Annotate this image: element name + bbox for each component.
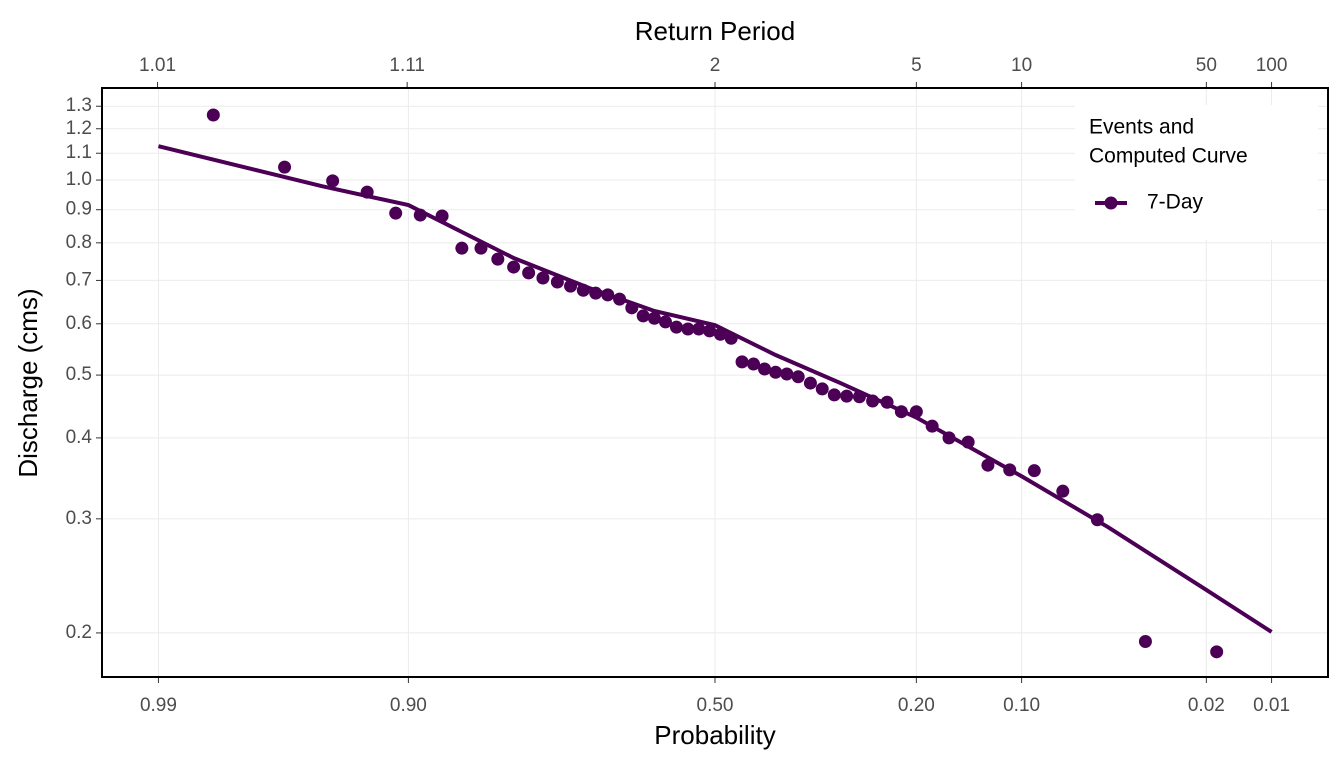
data-point: [360, 185, 374, 199]
x-tick-label: 0.02: [1188, 695, 1225, 716]
data-point: [866, 394, 880, 408]
data-point: [625, 301, 639, 315]
data-point: [658, 315, 672, 329]
data-point: [791, 370, 805, 384]
y-tick-label: 0.9: [66, 199, 92, 220]
data-point: [840, 389, 854, 403]
data-point: [278, 160, 292, 174]
data-point: [713, 327, 727, 341]
y-tick-label: 0.6: [66, 313, 92, 334]
legend-title: Computed Curve: [1089, 145, 1248, 168]
data-point: [1027, 464, 1041, 478]
data-point: [435, 209, 449, 223]
data-point: [550, 275, 564, 289]
x2-tick-label: 1.01: [139, 55, 176, 76]
x2-tick-label: 10: [1011, 55, 1032, 76]
data-point: [780, 367, 794, 381]
y-tick-label: 0.7: [66, 269, 92, 290]
x-tick-label: 0.50: [697, 695, 734, 716]
data-point: [206, 108, 220, 122]
data-point: [589, 286, 603, 300]
legend-title: Events and: [1089, 116, 1194, 139]
x2-tick-label: 5: [911, 55, 922, 76]
x-tick-label: 0.20: [898, 695, 935, 716]
data-point: [880, 395, 894, 409]
data-point: [703, 324, 717, 338]
data-point: [491, 252, 505, 266]
data-point: [803, 376, 817, 390]
panel-border: [101, 87, 1329, 678]
data-point: [1003, 463, 1017, 477]
x-tick-label: 0.99: [140, 695, 177, 716]
data-point: [326, 174, 340, 188]
legend-marker: [1104, 196, 1118, 210]
y-tick-label: 0.4: [66, 427, 93, 448]
x2-tick-label: 1.11: [389, 55, 425, 76]
data-point: [981, 458, 995, 472]
data-point: [389, 206, 403, 220]
y-tick-label: 1.2: [66, 118, 92, 139]
x-tick-label: 0.01: [1253, 695, 1290, 716]
data-point: [1056, 484, 1070, 498]
data-point: [747, 357, 761, 371]
data-point: [601, 288, 615, 302]
data-point: [576, 283, 590, 297]
data-point: [413, 208, 427, 222]
data-point: [647, 311, 661, 325]
data-point: [507, 260, 521, 274]
data-point: [827, 388, 841, 402]
data-point: [564, 279, 578, 293]
data-point: [735, 355, 749, 369]
data-point: [815, 382, 829, 396]
data-point: [692, 322, 706, 336]
data-point: [942, 431, 956, 445]
data-point: [758, 362, 772, 376]
data-point: [681, 322, 695, 336]
y-tick-label: 0.3: [66, 508, 92, 529]
data-point: [769, 365, 783, 379]
chart-title: Return Period: [635, 16, 795, 46]
x-tick-label: 0.90: [390, 695, 427, 716]
data-point: [724, 331, 738, 345]
data-point: [894, 405, 908, 419]
y-tick-label: 1.3: [66, 95, 92, 116]
data-point: [925, 419, 939, 433]
legend-box: [1075, 105, 1318, 240]
data-point: [613, 292, 627, 306]
data-point: [536, 271, 550, 285]
y-tick-label: 0.5: [66, 364, 92, 385]
y-tick-label: 0.8: [66, 232, 92, 253]
data-point: [636, 309, 650, 323]
data-point: [909, 405, 923, 419]
x-axis-title: Probability: [654, 720, 775, 750]
data-point: [1210, 645, 1224, 659]
y-tick-label: 1.0: [66, 169, 92, 190]
data-point: [455, 241, 469, 255]
x2-tick-label: 50: [1196, 55, 1217, 76]
x2-tick-label: 2: [710, 55, 721, 76]
data-point: [474, 241, 488, 255]
data-point: [852, 390, 866, 404]
data-point: [669, 320, 683, 334]
data-point: [522, 266, 536, 280]
data-point: [1090, 513, 1104, 527]
data-point: [961, 435, 975, 449]
y-tick-label: 0.2: [66, 622, 92, 643]
y-tick-label: 1.1: [66, 142, 92, 163]
x-tick-label: 0.10: [1003, 695, 1040, 716]
y-axis-title: Discharge (cms): [13, 288, 43, 477]
legend-label: 7-Day: [1147, 191, 1204, 214]
data-point: [1138, 634, 1152, 648]
x2-tick-label: 100: [1256, 55, 1288, 76]
